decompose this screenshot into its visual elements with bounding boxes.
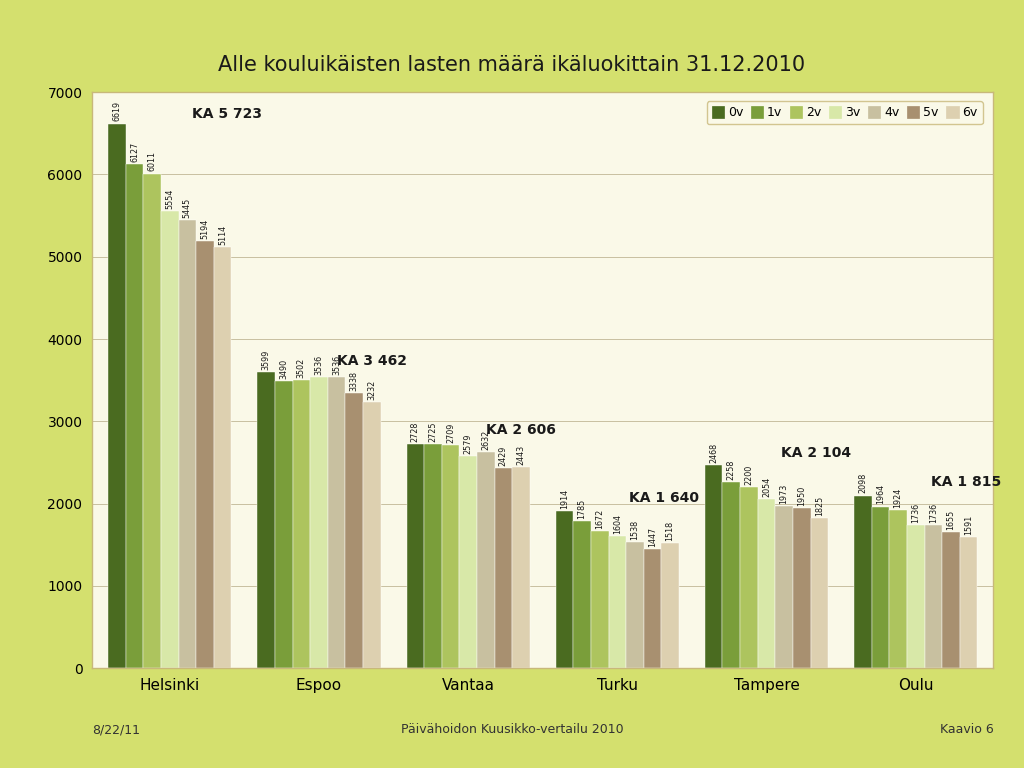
Bar [214, 247, 231, 668]
Text: 1964: 1964 [876, 485, 885, 505]
Bar [626, 541, 644, 668]
Text: KA 2 606: KA 2 606 [486, 422, 556, 437]
Bar [407, 444, 424, 668]
Bar [143, 174, 161, 668]
Text: 3599: 3599 [261, 349, 270, 370]
Bar [740, 487, 758, 668]
Bar [608, 536, 626, 668]
Text: 5554: 5554 [165, 189, 174, 209]
Text: 3536: 3536 [332, 355, 341, 375]
Bar [573, 521, 591, 668]
Text: 2632: 2632 [481, 429, 490, 449]
Text: 2098: 2098 [858, 473, 867, 494]
Text: 3490: 3490 [280, 359, 288, 379]
Bar [925, 525, 942, 668]
Bar [591, 531, 608, 668]
Text: 1973: 1973 [779, 484, 788, 504]
Bar [907, 525, 925, 668]
Bar [109, 124, 126, 668]
Bar [644, 549, 662, 668]
Bar [310, 377, 328, 668]
Text: 5445: 5445 [183, 198, 191, 218]
Text: 1538: 1538 [631, 519, 639, 540]
Text: 1655: 1655 [946, 510, 955, 530]
Bar [197, 240, 214, 668]
Bar [293, 380, 310, 668]
Bar [512, 467, 529, 668]
Bar [811, 518, 828, 668]
Bar [871, 507, 889, 668]
Bar [274, 381, 293, 668]
Text: Päivähoidon Kuusikko-vertailu 2010: Päivähoidon Kuusikko-vertailu 2010 [400, 723, 624, 736]
Bar [477, 452, 495, 668]
Bar [662, 543, 679, 668]
Bar [942, 532, 959, 668]
Bar [889, 510, 907, 668]
Text: 1604: 1604 [612, 514, 622, 534]
Text: 2429: 2429 [499, 446, 508, 466]
Bar [854, 495, 871, 668]
Text: 2258: 2258 [727, 460, 736, 480]
Bar [161, 211, 178, 668]
Text: KA 1 640: KA 1 640 [630, 491, 699, 505]
Bar [126, 164, 143, 668]
Text: 1736: 1736 [911, 503, 921, 523]
Text: 5194: 5194 [201, 218, 210, 239]
Bar [775, 506, 793, 668]
Text: 1914: 1914 [560, 488, 569, 508]
Text: 2709: 2709 [446, 423, 455, 443]
Text: 5114: 5114 [218, 225, 227, 245]
Bar [705, 465, 723, 668]
Bar [362, 402, 381, 668]
Text: 1591: 1591 [964, 515, 973, 535]
Text: 1518: 1518 [666, 521, 675, 541]
Text: 2443: 2443 [516, 445, 525, 465]
Text: Alle kouluikäisten lasten määrä ikäluokittain 31.12.2010: Alle kouluikäisten lasten määrä ikäluoki… [218, 55, 806, 75]
Text: 1924: 1924 [894, 488, 902, 508]
Bar [424, 444, 441, 668]
Text: 6127: 6127 [130, 141, 139, 162]
Legend: 0v, 1v, 2v, 3v, 4v, 5v, 6v: 0v, 1v, 2v, 3v, 4v, 5v, 6v [707, 101, 982, 124]
Bar [257, 372, 274, 668]
Bar [495, 468, 512, 668]
Bar [328, 377, 345, 668]
Bar [959, 538, 977, 668]
Text: 6011: 6011 [147, 151, 157, 171]
Text: 1785: 1785 [578, 499, 587, 519]
Text: KA 3 462: KA 3 462 [337, 354, 407, 369]
Text: 2728: 2728 [411, 422, 420, 442]
Text: 2725: 2725 [428, 422, 437, 442]
Text: 1672: 1672 [595, 508, 604, 528]
Bar [723, 482, 740, 668]
Text: Kaavio 6: Kaavio 6 [940, 723, 993, 736]
Text: 1825: 1825 [815, 495, 824, 516]
Text: 2054: 2054 [762, 477, 771, 497]
Text: 8/22/11: 8/22/11 [92, 723, 140, 736]
Text: KA 5 723: KA 5 723 [193, 108, 262, 121]
Text: 3338: 3338 [349, 372, 358, 392]
Text: 3232: 3232 [368, 380, 376, 400]
Text: 2200: 2200 [744, 465, 754, 485]
Text: KA 1 815: KA 1 815 [931, 475, 1000, 489]
Text: 6619: 6619 [113, 101, 122, 121]
Text: 1447: 1447 [648, 527, 657, 547]
Text: 3536: 3536 [314, 355, 324, 375]
Bar [793, 508, 811, 668]
Bar [178, 220, 197, 668]
Text: 1950: 1950 [798, 485, 806, 505]
Text: KA 2 104: KA 2 104 [781, 445, 852, 460]
Bar [556, 511, 573, 668]
Bar [441, 445, 460, 668]
Text: 2468: 2468 [710, 443, 718, 463]
Text: 1736: 1736 [929, 503, 938, 523]
Text: 2579: 2579 [464, 433, 473, 454]
Text: 3502: 3502 [297, 358, 306, 378]
Bar [758, 499, 775, 668]
Bar [345, 393, 362, 668]
Bar [460, 456, 477, 668]
